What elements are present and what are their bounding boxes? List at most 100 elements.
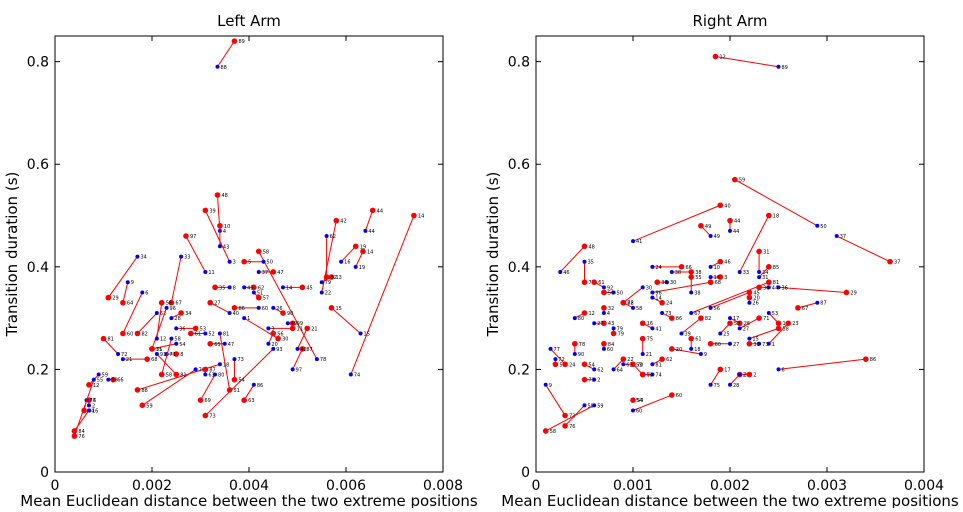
red-point xyxy=(231,38,238,44)
red-point-label: 68 xyxy=(151,357,157,363)
red-point-label: 56 xyxy=(166,301,172,307)
red-point xyxy=(369,207,376,214)
x-axis-label: Mean Euclidean distance between the two … xyxy=(501,492,959,508)
red-point xyxy=(717,274,724,280)
connector-line xyxy=(122,282,129,303)
y-tick-label: 0.8 xyxy=(508,55,530,71)
blue-point xyxy=(261,259,266,264)
red-point xyxy=(659,299,665,306)
blue-point xyxy=(679,331,684,336)
blue-point xyxy=(227,259,232,264)
blue-point xyxy=(154,336,159,341)
red-point xyxy=(562,412,568,419)
red-point-label: 86 xyxy=(676,316,682,322)
red-point-label: 88 xyxy=(627,301,633,307)
blue-point xyxy=(348,372,353,377)
red-point-label: 60 xyxy=(676,393,682,399)
blue-point-label: 2 xyxy=(597,378,600,384)
red-point-label: 85 xyxy=(773,265,779,271)
red-point-label: 73 xyxy=(209,414,215,420)
blue-point-label: 14 xyxy=(286,285,292,291)
connector-line xyxy=(170,256,182,303)
red-point-label: 88 xyxy=(141,388,147,394)
blue-point-label: 56 xyxy=(714,306,720,312)
blue-point-label: 27 xyxy=(743,326,749,332)
red-point xyxy=(746,371,753,378)
red-point xyxy=(785,320,791,327)
red-point-label: 40 xyxy=(724,203,730,209)
red-point xyxy=(173,371,180,378)
red-point xyxy=(168,299,175,306)
blue-point-label: 52 xyxy=(208,332,214,338)
connector-line xyxy=(364,210,374,232)
blue-point-label: 64 xyxy=(617,367,623,373)
blue-point xyxy=(251,290,256,295)
blue-point xyxy=(650,264,655,269)
red-point xyxy=(255,248,262,255)
blue-point xyxy=(650,362,655,367)
blue-point-label: 3 xyxy=(233,260,236,266)
red-point-label: 97 xyxy=(190,234,196,240)
y-axis-label: Transition duration (s) xyxy=(3,172,21,338)
blue-point xyxy=(280,285,285,290)
red-point xyxy=(669,392,675,398)
blue-point xyxy=(213,372,218,377)
red-point xyxy=(698,222,704,229)
blue-point-label: 2 xyxy=(92,403,95,409)
red-point xyxy=(241,397,247,403)
red-point xyxy=(183,233,189,239)
red-point xyxy=(717,366,724,373)
red-point-label: 20 xyxy=(676,347,682,353)
red-point xyxy=(717,258,724,265)
connector-line xyxy=(734,179,818,227)
x-tick-label: 0.001 xyxy=(613,478,653,494)
red-point-label: 75 xyxy=(156,347,162,353)
connector-line xyxy=(185,235,206,273)
red-point xyxy=(110,376,116,383)
blue-point-label: 40 xyxy=(233,311,239,317)
connector-line xyxy=(545,384,566,416)
red-point-label: 72 xyxy=(627,301,633,307)
blue-point-label: 70 xyxy=(199,367,205,373)
blue-point xyxy=(728,382,732,387)
red-point-label: 82 xyxy=(705,316,711,322)
blue-point xyxy=(193,367,198,372)
red-point xyxy=(620,299,627,306)
blue-point xyxy=(698,352,703,357)
red-point-label: 34 xyxy=(185,311,191,317)
red-point xyxy=(71,433,78,439)
blue-point-label: 63 xyxy=(626,362,632,368)
red-point-label: 54 xyxy=(238,378,244,384)
blue-point xyxy=(757,269,762,274)
blue-point-label: 4 xyxy=(223,229,226,235)
red-point xyxy=(323,274,330,280)
red-point xyxy=(581,310,588,316)
red-point xyxy=(214,192,221,198)
red-point xyxy=(581,361,588,368)
blue-point xyxy=(834,234,839,239)
red-point xyxy=(756,315,762,321)
red-point-label: 76 xyxy=(569,424,575,430)
red-point xyxy=(562,361,568,368)
red-point-label: 30 xyxy=(763,285,769,291)
red-point-label: 67 xyxy=(802,306,808,312)
red-point xyxy=(552,361,559,368)
blue-point xyxy=(222,341,227,346)
red-point-label: 99 xyxy=(297,321,303,327)
x-tick-label: 0.008 xyxy=(423,478,463,494)
red-point xyxy=(863,356,869,362)
blue-point xyxy=(737,326,742,331)
x-axis-label: Mean Euclidean distance between the two … xyxy=(20,492,478,508)
blue-point xyxy=(650,290,655,295)
red-point-label: 63 xyxy=(248,398,254,404)
red-point xyxy=(601,305,607,311)
red-point-label: 81 xyxy=(180,373,186,379)
blue-point xyxy=(757,275,762,280)
red-point-label: 22 xyxy=(627,357,633,363)
red-point-label: 62 xyxy=(258,285,264,291)
blue-point xyxy=(601,310,606,315)
red-point-label: 29 xyxy=(850,290,856,296)
blue-point-label: 58 xyxy=(588,403,594,409)
blue-point xyxy=(86,403,91,408)
